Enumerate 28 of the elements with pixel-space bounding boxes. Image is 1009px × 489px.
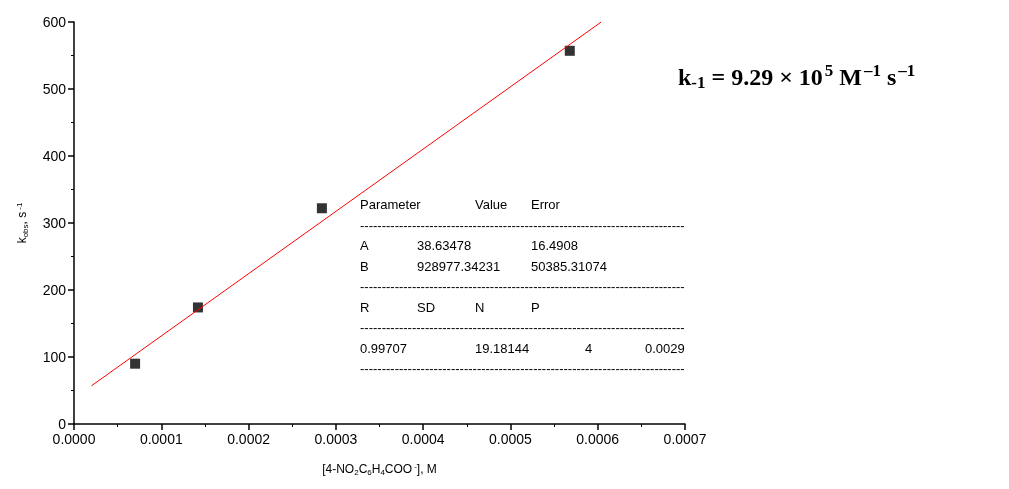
- x-tick-label: 0.0001: [139, 431, 183, 447]
- y-tick-label: 300: [42, 215, 67, 231]
- y-axis-title: kobs, s-1: [14, 202, 30, 244]
- text: R SD N P: [360, 299, 540, 315]
- point: [130, 358, 141, 369]
- y-tick-label: 500: [42, 81, 67, 97]
- point: [564, 45, 575, 56]
- text: Parameter Value Error: [360, 197, 560, 212]
- x-tick-label: 0.0002: [227, 431, 271, 447]
- x-tick-label: 0.0006: [576, 431, 620, 447]
- text: B 928977.34231 50385.31074: [360, 258, 607, 274]
- text: A 38.63478 16.4908: [360, 238, 578, 253]
- annotation: ---------------------------------------------------------------------------: [360, 217, 685, 233]
- y-tick-label: 400: [42, 148, 67, 164]
- annotation: ---------------------------------------------------------------------------: [360, 361, 685, 376]
- x-tick-label: 0.0003: [314, 431, 358, 447]
- x-tick-label: 0.0004: [401, 431, 445, 447]
- x-tick-label: 0.0005: [489, 431, 533, 447]
- y-tick-label: 100: [42, 349, 67, 365]
- x-tick-label: 0.0000: [52, 431, 96, 447]
- y-tick-label: 600: [42, 14, 67, 30]
- text: 0.99707 19.18144 4 0.0029: [360, 340, 685, 356]
- annotation: ---------------------------------------------------------------------------: [360, 279, 685, 294]
- x-tick-label: 0.0007: [663, 431, 707, 447]
- y-tick-label: 0: [58, 416, 67, 432]
- point: [316, 203, 327, 214]
- annotation: ---------------------------------------------------------------------------: [360, 320, 685, 335]
- y-tick-label: 200: [42, 282, 67, 298]
